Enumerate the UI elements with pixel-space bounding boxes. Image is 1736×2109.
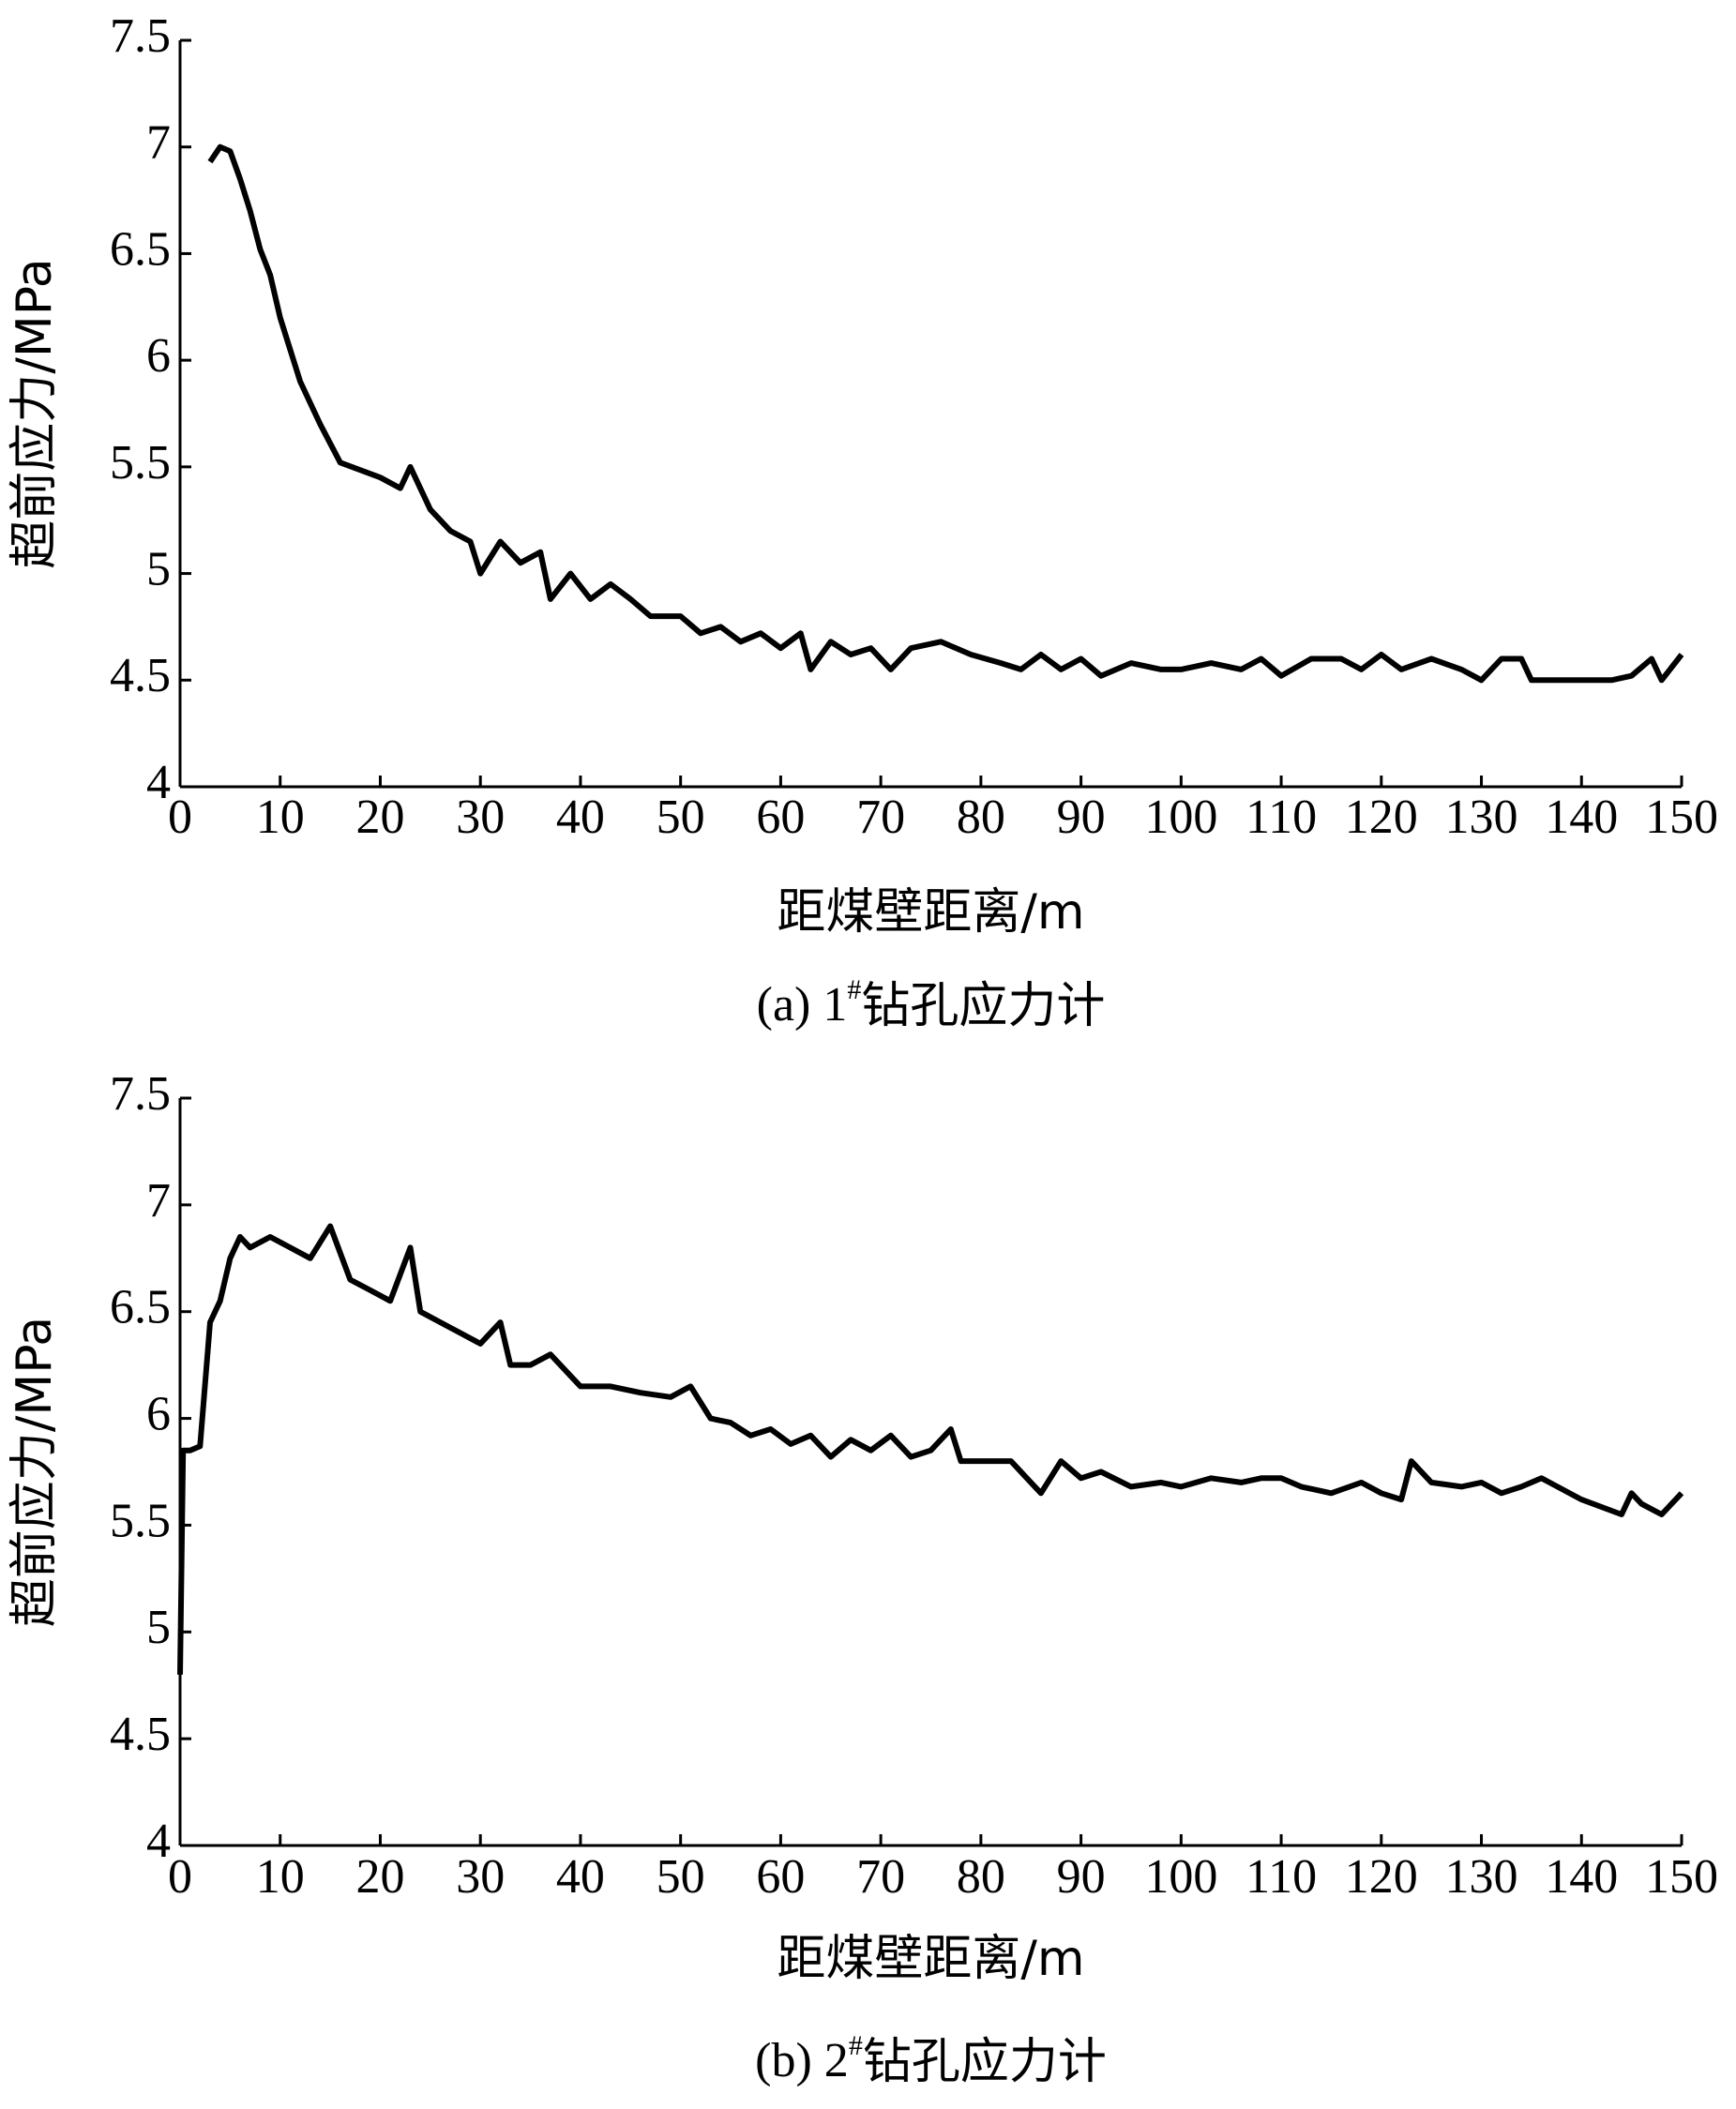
caption-label: (a) 1: [757, 978, 848, 1032]
y-tick-label: 4: [146, 756, 171, 809]
x-tick-label: 90: [1057, 791, 1106, 844]
y-axis-title: 超前应力/MPa: [7, 1317, 63, 1627]
x-tick-label: 0: [168, 791, 192, 844]
x-tick-label: 80: [957, 1850, 1005, 1904]
x-tick-label: 20: [355, 791, 404, 844]
data-line: [207, 143, 1684, 684]
x-tick-label: 60: [756, 791, 805, 844]
y-tick-label: 5: [146, 543, 171, 596]
x-tick-label: 30: [456, 791, 505, 844]
x-tick-label: 110: [1245, 791, 1317, 844]
x-tick-label: 100: [1144, 1850, 1217, 1904]
x-axis-title: 距煤壁距离/m: [777, 884, 1084, 941]
x-tick-label: 50: [657, 1850, 705, 1904]
x-tick-label: 120: [1345, 1850, 1418, 1904]
y-tick-label: 4: [146, 1815, 171, 1868]
x-tick-label: 150: [1645, 791, 1718, 844]
caption-text: 钻孔应力计: [861, 978, 1105, 1034]
x-tick-label: 60: [756, 1850, 805, 1904]
x-tick-label: 140: [1545, 1850, 1618, 1904]
x-tick-label: 10: [256, 791, 305, 844]
x-tick-label: 20: [355, 1850, 404, 1904]
y-tick-label: 7.5: [110, 9, 171, 63]
y-tick-label: 5.5: [110, 436, 171, 490]
x-tick-label: 70: [856, 1850, 905, 1904]
y-tick-label: 7: [146, 1174, 171, 1228]
x-tick-label: 80: [957, 791, 1005, 844]
x-tick-label: 110: [1245, 1850, 1317, 1904]
y-axis-title: 超前应力/MPa: [7, 258, 63, 568]
caption-superscript: #: [849, 2030, 863, 2061]
data-line: [177, 1223, 1684, 1675]
y-tick-label: 6.5: [110, 1281, 171, 1334]
x-tick-label: 100: [1144, 791, 1217, 844]
x-tick-label: 130: [1445, 1850, 1518, 1904]
y-tick-label: 5.5: [110, 1494, 171, 1547]
caption: (a) 1#钻孔应力计: [757, 974, 1106, 1034]
x-tick-label: 70: [856, 791, 905, 844]
caption-label: (b) 2: [755, 2034, 849, 2087]
x-tick-label: 10: [256, 1850, 305, 1904]
caption-text: 钻孔应力计: [863, 2034, 1107, 2090]
x-tick-label: 120: [1345, 791, 1418, 844]
x-tick-label: 50: [657, 791, 705, 844]
y-tick-label: 7.5: [110, 1067, 171, 1121]
caption-superscript: #: [847, 974, 861, 1005]
x-tick-label: 40: [556, 1850, 605, 1904]
x-tick-label: 40: [556, 791, 605, 844]
x-tick-label: 150: [1645, 1850, 1718, 1904]
x-tick-label: 30: [456, 1850, 505, 1904]
x-tick-label: 90: [1057, 1850, 1106, 1904]
y-tick-label: 4.5: [110, 1708, 171, 1761]
y-tick-label: 6: [146, 329, 171, 383]
caption: (b) 2#钻孔应力计: [755, 2030, 1107, 2090]
x-tick-label: 140: [1545, 791, 1618, 844]
x-tick-label: 0: [168, 1850, 192, 1904]
x-axis-title: 距煤壁距离/m: [777, 1931, 1084, 1987]
y-tick-label: 6: [146, 1388, 171, 1441]
y-tick-label: 4.5: [110, 649, 171, 702]
y-tick-label: 5: [146, 1601, 171, 1654]
y-tick-label: 7: [146, 116, 171, 170]
y-tick-label: 6.5: [110, 222, 171, 276]
x-tick-label: 130: [1445, 791, 1518, 844]
